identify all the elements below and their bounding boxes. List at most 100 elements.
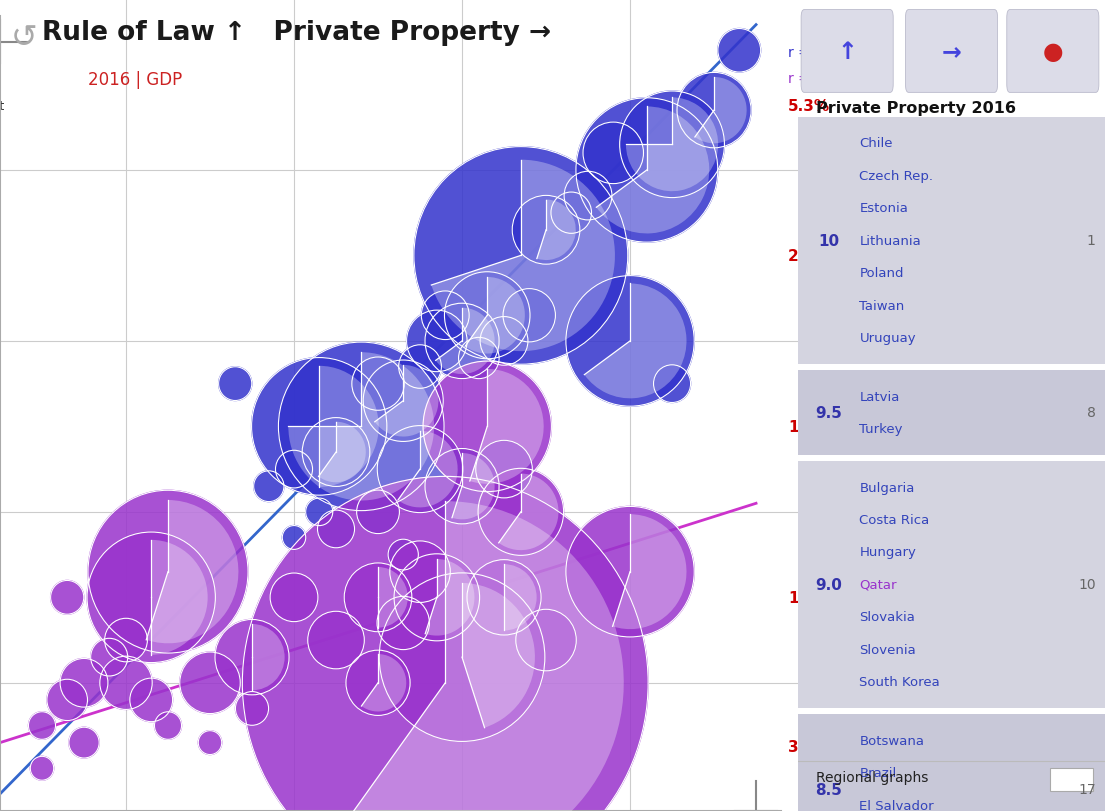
- Circle shape: [467, 560, 541, 635]
- Circle shape: [516, 610, 577, 671]
- Circle shape: [91, 638, 128, 676]
- Text: Hungary: Hungary: [860, 546, 916, 559]
- Circle shape: [270, 573, 318, 622]
- Circle shape: [576, 99, 718, 242]
- Circle shape: [390, 541, 450, 603]
- Text: Regional graphs: Regional graphs: [817, 770, 929, 784]
- Wedge shape: [378, 568, 408, 628]
- Circle shape: [346, 650, 410, 715]
- Circle shape: [566, 507, 694, 637]
- Circle shape: [565, 172, 612, 221]
- Wedge shape: [319, 367, 379, 487]
- Text: South Korea: South Korea: [860, 676, 940, 689]
- Circle shape: [399, 345, 441, 388]
- Circle shape: [459, 338, 499, 380]
- Circle shape: [407, 311, 467, 372]
- Text: Lithuania: Lithuania: [860, 234, 922, 247]
- Wedge shape: [361, 654, 407, 711]
- Wedge shape: [537, 200, 576, 260]
- Circle shape: [345, 563, 412, 632]
- Text: Botswana: Botswana: [860, 734, 925, 747]
- Circle shape: [583, 123, 643, 184]
- Text: 22.3%: 22.3%: [788, 249, 841, 264]
- Wedge shape: [340, 501, 623, 811]
- Circle shape: [306, 499, 333, 526]
- Circle shape: [88, 491, 248, 654]
- Circle shape: [364, 361, 443, 442]
- Text: 34.9%: 34.9%: [788, 740, 841, 754]
- Wedge shape: [470, 370, 544, 484]
- Bar: [798, 461, 1105, 708]
- Text: 18.9%: 18.9%: [788, 590, 841, 605]
- Text: Chile: Chile: [860, 137, 893, 150]
- Text: Estonia: Estonia: [860, 202, 908, 215]
- Text: 1: 1: [1087, 234, 1096, 248]
- Circle shape: [377, 426, 463, 513]
- Circle shape: [620, 92, 725, 199]
- Circle shape: [718, 29, 760, 73]
- Wedge shape: [498, 474, 558, 551]
- Text: Uruguay: Uruguay: [860, 332, 916, 345]
- Text: Taiwan: Taiwan: [860, 299, 905, 312]
- Bar: [798, 371, 1105, 455]
- Text: ↑: ↑: [838, 40, 857, 64]
- Wedge shape: [151, 540, 208, 655]
- Wedge shape: [462, 583, 535, 727]
- Circle shape: [275, 451, 313, 488]
- Circle shape: [414, 148, 628, 365]
- Circle shape: [425, 304, 499, 379]
- Circle shape: [302, 418, 370, 487]
- Circle shape: [566, 277, 694, 406]
- Wedge shape: [425, 560, 474, 636]
- Text: Slovakia: Slovakia: [860, 611, 915, 624]
- Circle shape: [481, 317, 528, 366]
- Text: Qatar: Qatar: [860, 578, 897, 591]
- Circle shape: [503, 290, 556, 342]
- Text: 2016 | GDP: 2016 | GDP: [88, 71, 182, 89]
- Wedge shape: [318, 423, 366, 483]
- Circle shape: [235, 692, 269, 725]
- Circle shape: [307, 611, 365, 669]
- Wedge shape: [585, 284, 686, 399]
- Text: 10: 10: [1078, 577, 1096, 592]
- Circle shape: [198, 731, 222, 754]
- Text: 18.4%: 18.4%: [788, 419, 841, 435]
- Wedge shape: [612, 515, 686, 629]
- Circle shape: [377, 597, 430, 650]
- Circle shape: [46, 680, 87, 721]
- FancyBboxPatch shape: [801, 11, 893, 93]
- Text: 8: 8: [1087, 406, 1096, 420]
- Text: 9.0: 9.0: [815, 577, 842, 592]
- Wedge shape: [695, 78, 747, 144]
- FancyBboxPatch shape: [905, 11, 998, 93]
- Text: Slovenia: Slovenia: [860, 643, 916, 656]
- Circle shape: [394, 554, 480, 641]
- Bar: [798, 118, 1105, 364]
- Text: Brazil: Brazil: [860, 766, 896, 779]
- Circle shape: [51, 581, 84, 615]
- Circle shape: [155, 712, 181, 740]
- Wedge shape: [465, 277, 525, 354]
- Circle shape: [60, 659, 108, 707]
- Text: Bulgaria: Bulgaria: [860, 481, 915, 494]
- Circle shape: [476, 441, 533, 498]
- Text: ↺: ↺: [11, 23, 38, 54]
- Wedge shape: [597, 107, 709, 234]
- Circle shape: [357, 491, 399, 534]
- Text: 9.5: 9.5: [815, 406, 842, 420]
- Circle shape: [69, 727, 99, 758]
- Text: 10: 10: [818, 234, 840, 248]
- Text: Costa Rica: Costa Rica: [860, 513, 929, 526]
- Circle shape: [513, 196, 580, 265]
- Circle shape: [444, 272, 530, 359]
- Wedge shape: [504, 564, 537, 631]
- Wedge shape: [398, 431, 457, 508]
- Circle shape: [242, 477, 649, 811]
- Circle shape: [99, 656, 152, 710]
- Wedge shape: [146, 500, 239, 643]
- Circle shape: [388, 539, 419, 570]
- Wedge shape: [435, 308, 495, 375]
- Circle shape: [29, 712, 55, 740]
- Circle shape: [677, 73, 751, 148]
- Text: →: →: [941, 40, 961, 64]
